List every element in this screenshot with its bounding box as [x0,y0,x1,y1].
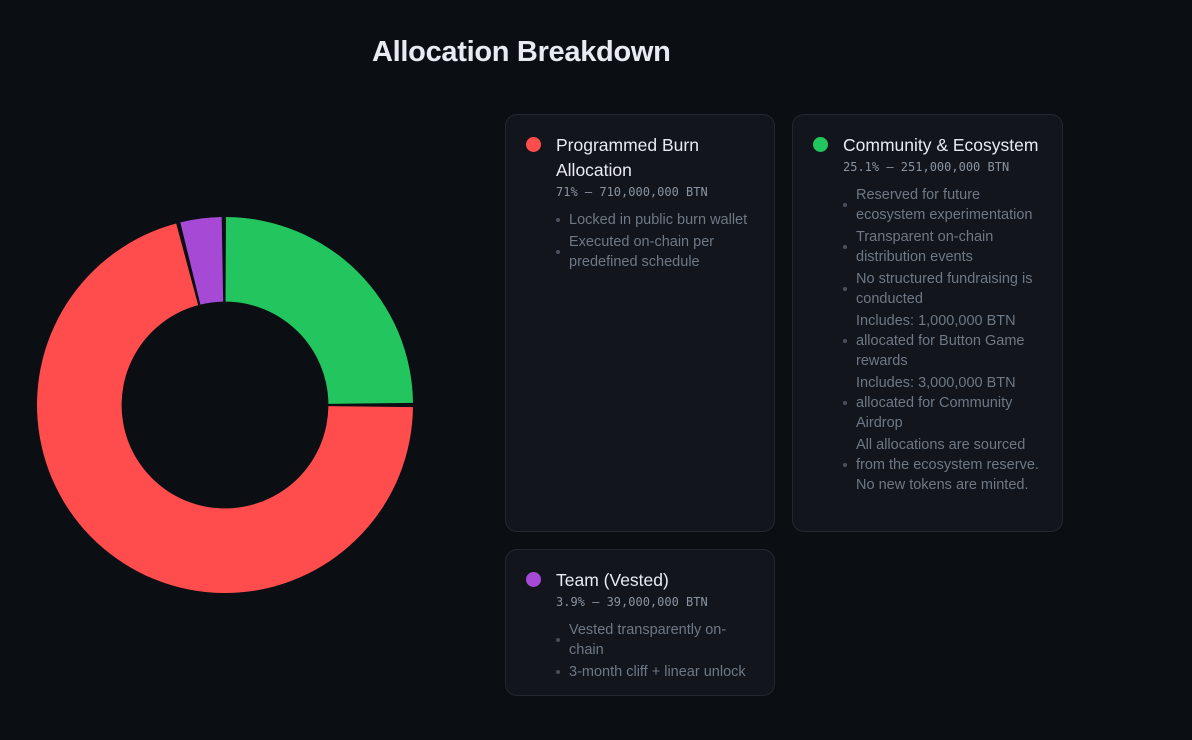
bullet-item: Executed on-chain per predefined schedul… [556,232,754,272]
donut-slice-programmed-burn-allocation[interactable] [37,223,413,593]
legend-dot-burn [526,137,541,152]
card-title: Community & Ecosystem [843,135,1039,155]
allocation-card-burn: Programmed Burn Allocation 71% — 710,000… [505,114,775,532]
legend-dot-community [813,137,828,152]
card-title: Programmed Burn Allocation [556,135,699,180]
bullet-item: 3-month cliff + linear unlock [556,662,754,682]
legend-dot-team [526,572,541,587]
bullet-item: Reserved for future ecosystem experiment… [843,185,1042,225]
card-stat: 25.1% — 251,000,000 BTN [843,160,1010,174]
page-title: Allocation Breakdown [372,36,671,68]
bullet-list: Locked in public burn wallet Executed on… [556,210,754,272]
donut-slice-team-vested[interactable] [180,217,224,305]
allocation-card-team: Team (Vested) 3.9% — 39,000,000 BTN Vest… [505,549,775,696]
donut-slice-community-ecosystem[interactable] [225,217,413,404]
bullet-item: No structured fundraising is conducted [843,269,1042,309]
bullet-item: Includes: 1,000,000 BTN allocated for Bu… [843,311,1042,371]
bullet-item: Includes: 3,000,000 BTN allocated for Co… [843,373,1042,433]
bullet-list: Vested transparently on-chain 3-month cl… [556,620,754,682]
allocation-card-community: Community & Ecosystem 25.1% — 251,000,00… [792,114,1063,532]
card-title: Team (Vested) [556,570,669,590]
allocation-donut-chart [37,217,413,593]
card-stat: 3.9% — 39,000,000 BTN [556,595,708,609]
bullet-item: Transparent on-chain distribution events [843,227,1042,267]
bullet-item: All allocations are sourced from the eco… [843,435,1042,495]
bullet-item: Vested transparently on-chain [556,620,754,660]
bullet-list: Reserved for future ecosystem experiment… [843,185,1042,495]
card-stat: 71% — 710,000,000 BTN [556,185,708,199]
bullet-item: Locked in public burn wallet [556,210,754,230]
